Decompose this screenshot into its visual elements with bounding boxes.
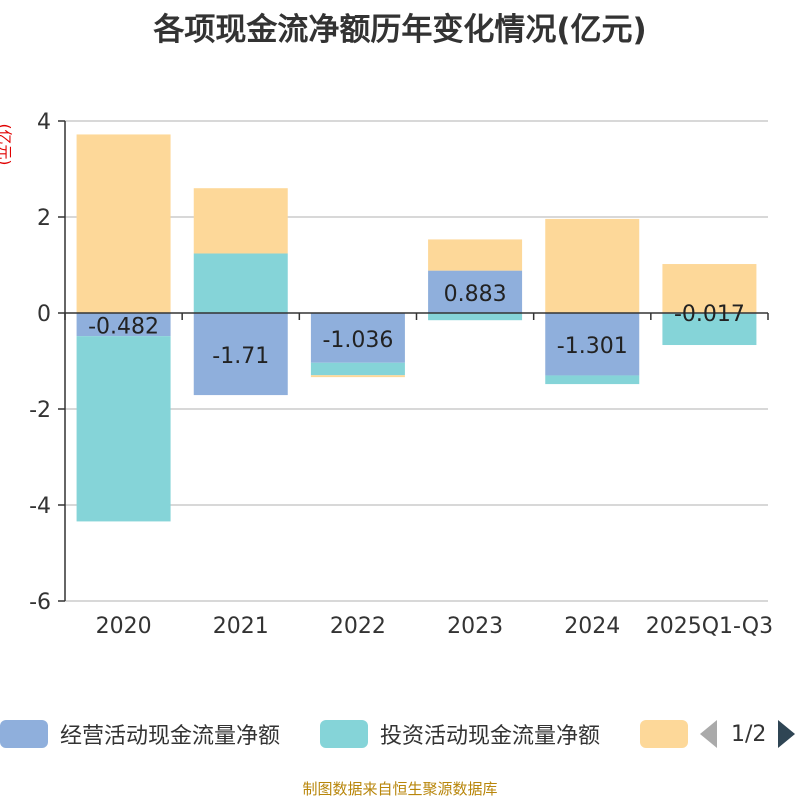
chart-title: 各项现金流净额历年变化情况(亿元) bbox=[153, 12, 647, 48]
legend-item-operating[interactable]: 经营活动现金流量净额 bbox=[0, 718, 280, 750]
y-tick-label: 0 bbox=[37, 302, 51, 327]
prev-page-icon[interactable] bbox=[700, 720, 717, 748]
legend-item-investing[interactable]: 投资活动现金流量净额 bbox=[320, 718, 600, 750]
bar-s2-2025Q1-Q3[interactable] bbox=[662, 264, 757, 313]
legend-swatch-financing bbox=[640, 720, 688, 748]
legend-page-indicator: 1/2 bbox=[731, 721, 767, 747]
bar-s1-2022[interactable] bbox=[310, 362, 405, 376]
y-tick-label: 2 bbox=[37, 206, 51, 231]
legend-item-financing[interactable] bbox=[640, 718, 700, 750]
bar-s0-2023[interactable] bbox=[428, 270, 523, 313]
grid-lines bbox=[65, 120, 768, 602]
data-label: -1.036 bbox=[322, 328, 393, 353]
next-page-icon[interactable] bbox=[778, 720, 796, 748]
bar-s1-2020[interactable] bbox=[76, 336, 171, 522]
bar-s0-2021[interactable] bbox=[193, 313, 288, 396]
data-label: -0.482 bbox=[88, 315, 159, 340]
y-tick-label: -6 bbox=[29, 590, 51, 615]
bar-s2-2023[interactable] bbox=[428, 239, 523, 271]
data-label: -0.017 bbox=[674, 302, 745, 327]
x-tick-label: 2020 bbox=[96, 614, 152, 639]
legend-swatch-investing bbox=[320, 720, 368, 748]
legend-label-operating: 经营活动现金流量净额 bbox=[60, 724, 281, 749]
bar-s0-2024[interactable] bbox=[545, 313, 640, 376]
bar-s2-2021[interactable] bbox=[193, 188, 288, 254]
data-labels: -0.482 -1.71 -1.036 0.883 -1.301 -0.017 bbox=[88, 282, 745, 369]
bar-s1-2021[interactable] bbox=[193, 253, 288, 313]
bar-series bbox=[76, 134, 757, 522]
y-tick-label: -4 bbox=[29, 494, 51, 519]
data-label: -1.301 bbox=[557, 334, 628, 359]
x-tick-label: 2021 bbox=[213, 614, 269, 639]
legend-swatch-operating bbox=[0, 720, 48, 748]
data-label: -1.71 bbox=[212, 344, 269, 369]
bar-s1-2024[interactable] bbox=[545, 375, 640, 385]
bar-s2-2020[interactable] bbox=[76, 134, 171, 313]
x-tick-label: 2024 bbox=[564, 614, 620, 639]
x-tick-label: 2023 bbox=[447, 614, 503, 639]
bar-s2-2024[interactable] bbox=[545, 218, 640, 313]
legend-label-investing: 投资活动现金流量净额 bbox=[380, 724, 601, 749]
bar-s1-2025Q1-Q3[interactable] bbox=[662, 313, 757, 346]
source-note: 制图数据来自恒生聚源数据库 bbox=[302, 780, 498, 798]
y-tick-label: -2 bbox=[29, 398, 51, 423]
x-tick-label: 2025Q1-Q3 bbox=[646, 614, 773, 639]
bar-s1-2023[interactable] bbox=[428, 313, 523, 321]
legend-pager: 1/2 bbox=[700, 718, 796, 750]
bar-s0-2022[interactable] bbox=[310, 313, 405, 363]
y-tick-label: 4 bbox=[37, 110, 51, 135]
bar-chart: 4 2 0 -2 -4 -6 2020 2021 2022 2023 2024 2025Q1-Q3 -… bbox=[29, 110, 773, 639]
data-label: 0.883 bbox=[444, 282, 507, 307]
bar-s2-2022[interactable] bbox=[310, 375, 405, 378]
x-tick-label: 2022 bbox=[330, 614, 386, 639]
axes: 4 2 0 -2 -4 -6 2020 2021 2022 2023 2024 2025Q1-Q3 bbox=[29, 110, 773, 639]
bar-s0-2020[interactable] bbox=[76, 313, 171, 337]
